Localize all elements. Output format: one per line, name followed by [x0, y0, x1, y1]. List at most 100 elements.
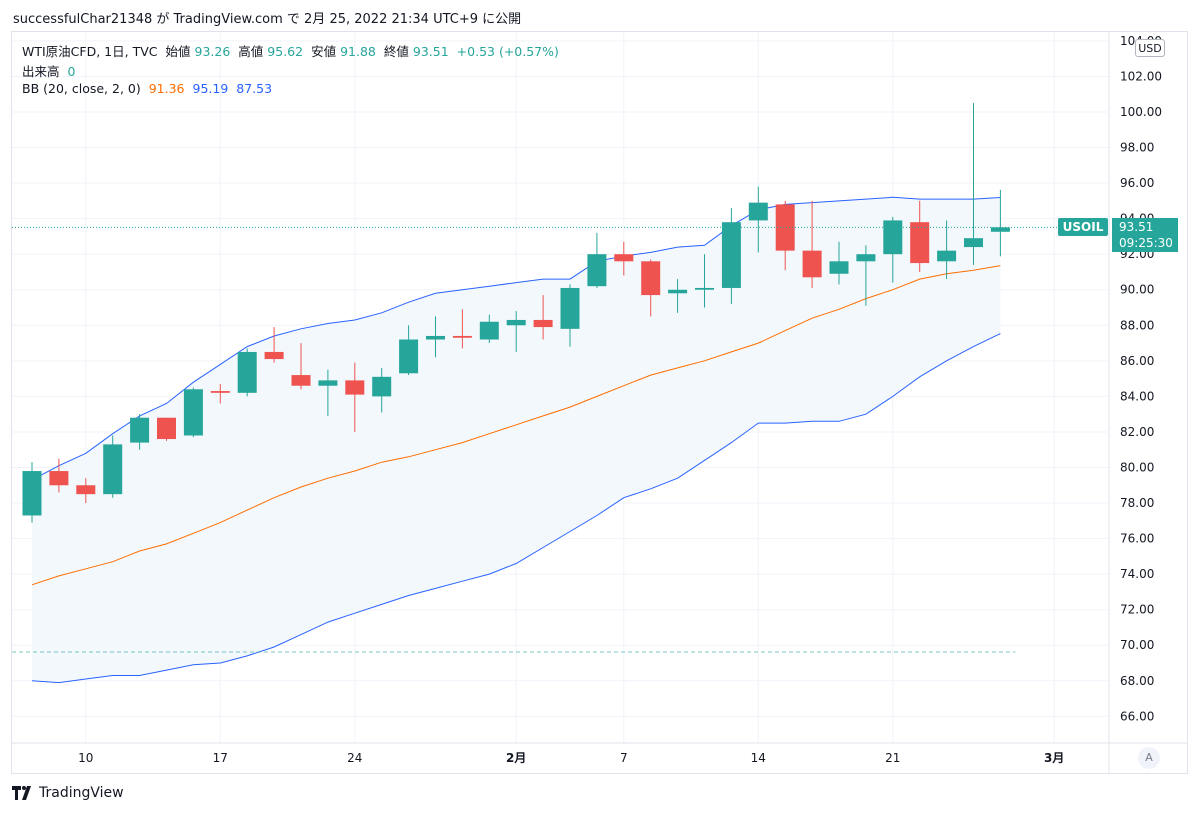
- open-label: 始値: [165, 44, 191, 59]
- y-tick-label: 82.00: [1120, 425, 1154, 439]
- candle: [829, 241, 849, 285]
- candle: [237, 348, 257, 397]
- candle-body: [372, 376, 392, 397]
- candle: [49, 458, 69, 493]
- y-tick-label: 102.00: [1120, 69, 1162, 83]
- y-tick-label: 98.00: [1120, 141, 1154, 155]
- candle: [614, 241, 634, 276]
- high-label: 高値: [238, 44, 264, 59]
- plot-area: [12, 103, 1016, 684]
- bb-legend[interactable]: BB (20, close, 2, 0) 91.36 95.19 87.53: [22, 81, 276, 96]
- x-tick-label: 10: [78, 751, 93, 765]
- candle: [695, 254, 714, 308]
- candle: [883, 216, 903, 283]
- candle-body: [210, 391, 230, 393]
- y-tick-label: 96.00: [1120, 176, 1154, 190]
- close-label: 終値: [383, 44, 409, 59]
- candle-body: [614, 254, 634, 262]
- candle-body: [964, 238, 983, 248]
- candle-body: [399, 339, 419, 374]
- y-tick-label: 86.00: [1120, 354, 1154, 368]
- candle: [399, 325, 419, 376]
- candle: [802, 200, 822, 288]
- candle: [560, 284, 580, 347]
- bb-band-fill: [32, 197, 1001, 683]
- symbol-price-badge: USOIL: [1058, 218, 1108, 236]
- change-value: +0.53 (+0.57%): [456, 44, 559, 59]
- tradingview-logo-icon: [12, 786, 31, 800]
- open-value: 93.26: [194, 44, 231, 59]
- candle-body: [426, 335, 445, 340]
- y-tick-label: 66.00: [1120, 709, 1154, 723]
- last-price-badge: 93.51 09:25:30: [1112, 218, 1178, 252]
- candle-body: [721, 222, 741, 288]
- candle: [748, 186, 768, 253]
- volume-legend[interactable]: 出来高 0: [22, 61, 79, 80]
- candle-body: [103, 444, 123, 495]
- x-tick-label: 14: [751, 751, 766, 765]
- candle-body: [560, 287, 580, 329]
- brand-name: TradingView: [39, 785, 124, 801]
- bar-countdown: 09:25:30: [1119, 236, 1173, 250]
- candle: [210, 383, 230, 404]
- candle: [910, 200, 930, 272]
- candle-body: [802, 250, 822, 278]
- candle-body: [291, 375, 311, 386]
- candle: [291, 343, 311, 390]
- chart-frame: [11, 31, 1188, 774]
- candle: [372, 367, 392, 413]
- y-tick-label: 70.00: [1120, 638, 1154, 652]
- candle-body: [856, 254, 876, 262]
- bb-basis-line: [31, 265, 1001, 586]
- candle-body: [695, 287, 714, 290]
- candle: [103, 435, 123, 498]
- x-tick-label: 17: [213, 751, 228, 765]
- candle: [479, 314, 499, 344]
- candle-body: [318, 380, 338, 386]
- candle: [533, 295, 553, 340]
- y-tick-label: 80.00: [1120, 460, 1154, 474]
- bb-basis-value: 91.36: [148, 81, 185, 96]
- candle: [76, 478, 96, 504]
- candle: [641, 259, 661, 317]
- candle: [345, 362, 365, 432]
- candle: [264, 327, 284, 363]
- tradingview-brand[interactable]: TradingView: [12, 785, 124, 801]
- candle-body: [937, 250, 957, 262]
- candle-body: [506, 319, 526, 326]
- candle-body: [533, 319, 553, 328]
- auto-scale-button[interactable]: A: [1138, 747, 1160, 769]
- last-price: 93.51: [1119, 220, 1154, 234]
- candle-body: [345, 380, 365, 395]
- candle-body: [668, 289, 688, 294]
- currency-button[interactable]: USD: [1135, 39, 1165, 57]
- candle-body: [76, 485, 96, 495]
- bb-lower-value: 87.53: [236, 81, 273, 96]
- x-tick-label: 7: [620, 751, 628, 765]
- bb-upper-line: [31, 196, 1001, 481]
- symbol-legend[interactable]: WTI原油CFD, 1日, TVC 始値 93.26 高値 95.62 安値 91.8…: [22, 41, 563, 60]
- candle: [668, 279, 688, 313]
- y-tick-label: 76.00: [1120, 532, 1154, 546]
- candle: [587, 232, 607, 288]
- publisher-line: successfulChar21348 が TradingView.com で …: [13, 12, 522, 27]
- candle-body: [883, 220, 903, 255]
- volume-value: 0: [67, 64, 76, 79]
- candle-body: [237, 351, 257, 393]
- candle: [318, 369, 338, 416]
- candle-body: [22, 471, 42, 516]
- candle: [964, 103, 983, 265]
- bb-upper-value: 95.19: [192, 81, 229, 96]
- candle: [937, 220, 957, 280]
- candle: [856, 245, 876, 306]
- y-tick-label: 100.00: [1120, 105, 1162, 119]
- candle-body: [479, 321, 499, 340]
- bb-lower-line: [31, 333, 1001, 684]
- x-tick-label: 3月: [1044, 751, 1064, 765]
- candle-body: [910, 222, 930, 264]
- y-tick-label: 68.00: [1120, 674, 1154, 688]
- y-tick-label: 72.00: [1120, 603, 1154, 617]
- candle: [426, 316, 445, 358]
- y-tick-label: 84.00: [1120, 389, 1154, 403]
